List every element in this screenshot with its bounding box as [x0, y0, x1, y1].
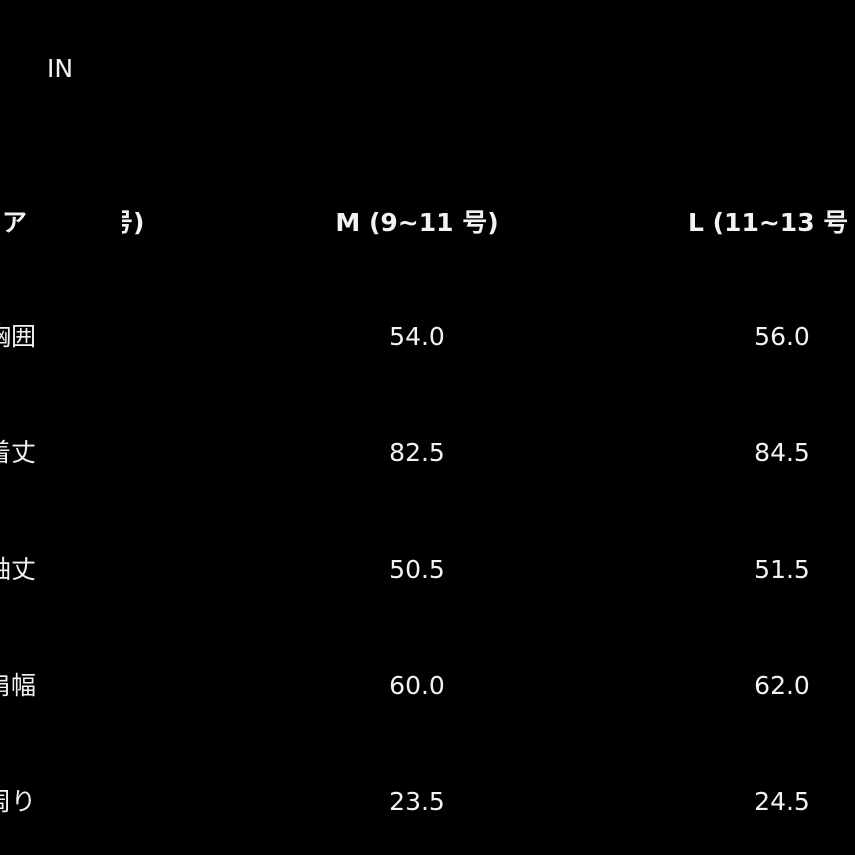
header-size-suffix: 号) — [108, 208, 145, 237]
cell-l: 84.5 — [754, 438, 810, 467]
header-size-fragment: ア — [2, 208, 28, 237]
header-m: M (9~11 号) — [335, 208, 499, 237]
cell-l: 51.5 — [754, 555, 810, 584]
row-label: 胸囲 — [0, 322, 36, 351]
cell-m: 60.0 — [389, 671, 445, 700]
header-l: L (11~13 号 — [688, 208, 849, 237]
cell-m: 82.5 — [389, 438, 445, 467]
row-label: 肩幅 — [0, 671, 36, 700]
cell-l: 56.0 — [754, 322, 810, 351]
cell-l: 24.5 — [754, 787, 810, 816]
row-label: 袖周り — [0, 787, 36, 816]
row-label: 着丈 — [0, 438, 36, 467]
cell-m: 50.5 — [389, 555, 445, 584]
cell-m: 23.5 — [389, 787, 445, 816]
section-title: IN — [47, 54, 74, 83]
cell-m: 54.0 — [389, 322, 445, 351]
cell-l: 62.0 — [754, 671, 810, 700]
row-label: 袖丈 — [0, 555, 36, 584]
